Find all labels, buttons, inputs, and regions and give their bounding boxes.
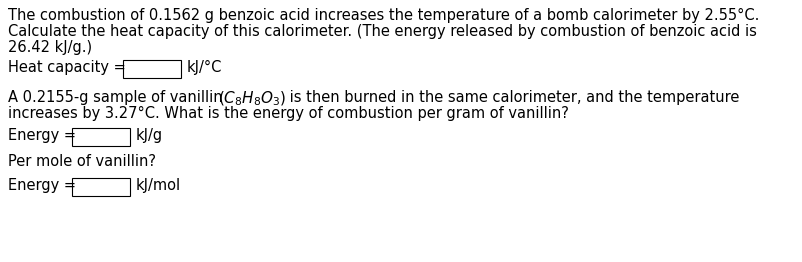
Text: 26.42 kJ/g.): 26.42 kJ/g.)	[8, 40, 92, 55]
Text: is then burned in the same calorimeter, and the temperature: is then burned in the same calorimeter, …	[285, 90, 739, 105]
Text: kJ/°C: kJ/°C	[187, 60, 222, 75]
Text: increases by 3.27°C. What is the energy of combustion per gram of vanillin?: increases by 3.27°C. What is the energy …	[8, 106, 569, 121]
Text: kJ/g: kJ/g	[136, 128, 163, 143]
Text: The combustion of 0.1562 g benzoic acid increases the temperature of a bomb calo: The combustion of 0.1562 g benzoic acid …	[8, 8, 759, 23]
Text: kJ/mol: kJ/mol	[136, 178, 181, 193]
FancyBboxPatch shape	[72, 128, 130, 146]
Text: Per mole of vanillin?: Per mole of vanillin?	[8, 154, 156, 169]
Text: Calculate the heat capacity of this calorimeter. (The energy released by combust: Calculate the heat capacity of this calo…	[8, 24, 757, 39]
Text: $\mathit{(C_8H_8O_3)}$: $\mathit{(C_8H_8O_3)}$	[218, 90, 286, 108]
Text: Energy =: Energy =	[8, 128, 76, 143]
Text: Energy =: Energy =	[8, 178, 76, 193]
FancyBboxPatch shape	[72, 178, 130, 196]
Text: Heat capacity =: Heat capacity =	[8, 60, 126, 75]
FancyBboxPatch shape	[123, 60, 181, 78]
Text: A 0.2155-g sample of vanillin: A 0.2155-g sample of vanillin	[8, 90, 227, 105]
